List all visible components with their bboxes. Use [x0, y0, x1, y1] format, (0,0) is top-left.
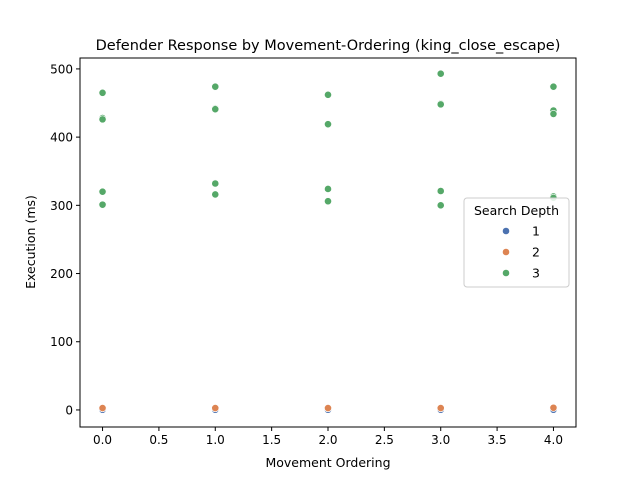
chart-title: Defender Response by Movement-Ordering (… [96, 38, 561, 54]
x-tick-label: 2.5 [375, 433, 394, 447]
axis-ticks: 0.0 0.5 1.0 1.5 2.0 2.5 3.0 3.5 4.0 0 100 200 300 400… [50, 62, 563, 447]
y-tick-label: 500 [50, 62, 73, 76]
data-point-depth-3 [324, 90, 332, 99]
data-point-depth-3 [324, 185, 332, 193]
data-point-depth-2 [98, 404, 107, 412]
legend-label-1: 1 [532, 224, 540, 239]
data-point-depth-3 [549, 82, 558, 91]
data-point-depth-3 [324, 120, 332, 129]
data-point-depth-3 [211, 190, 220, 199]
data-point-depth-2 [436, 404, 445, 412]
y-tick-label: 400 [50, 131, 73, 145]
y-tick-label: 100 [50, 335, 73, 349]
legend-marker-2 [502, 248, 510, 256]
legend-marker-1 [502, 227, 510, 235]
data-point-depth-2 [324, 404, 332, 412]
data-point-depth-3 [211, 105, 220, 114]
data-point-depth-3 [436, 187, 445, 195]
x-tick-label: 0.5 [149, 433, 168, 447]
data-point-depth-3 [98, 88, 107, 97]
legend-marker-3 [502, 269, 510, 277]
legend-label-2: 2 [532, 245, 540, 260]
x-axis-label: Movement Ordering [265, 455, 390, 470]
y-axis-label: Execution (ms) [23, 195, 38, 289]
x-tick-label: 4.0 [544, 433, 563, 447]
data-point-depth-3 [324, 197, 332, 206]
x-tick-label: 0.0 [93, 433, 112, 447]
data-point-depth-3 [98, 200, 107, 209]
x-tick-label: 2.0 [318, 433, 337, 447]
data-point-depth-3 [549, 110, 558, 118]
legend: Search Depth 1 2 3 [463, 197, 570, 288]
data-point-depth-3 [211, 82, 220, 91]
plot-area [98, 69, 558, 414]
y-tick-label: 300 [50, 199, 73, 213]
data-point-depth-3 [98, 187, 107, 196]
x-tick-label: 3.0 [431, 433, 450, 447]
legend-title: Search Depth [474, 203, 559, 218]
x-tick-label: 1.0 [206, 433, 225, 447]
data-point-depth-3 [436, 69, 445, 78]
y-tick-label: 0 [65, 403, 73, 417]
x-tick-label: 3.5 [488, 433, 507, 447]
data-point-depth-2 [211, 404, 220, 412]
data-point-depth-3 [436, 100, 445, 109]
legend-box [463, 197, 570, 288]
data-point-depth-3 [98, 115, 107, 124]
data-point-depth-3 [211, 179, 220, 188]
y-tick-label: 200 [50, 267, 73, 281]
data-point-depth-3 [436, 201, 445, 210]
legend-label-3: 3 [532, 266, 540, 281]
x-tick-label: 1.5 [262, 433, 281, 447]
data-point-depth-2 [549, 403, 558, 412]
